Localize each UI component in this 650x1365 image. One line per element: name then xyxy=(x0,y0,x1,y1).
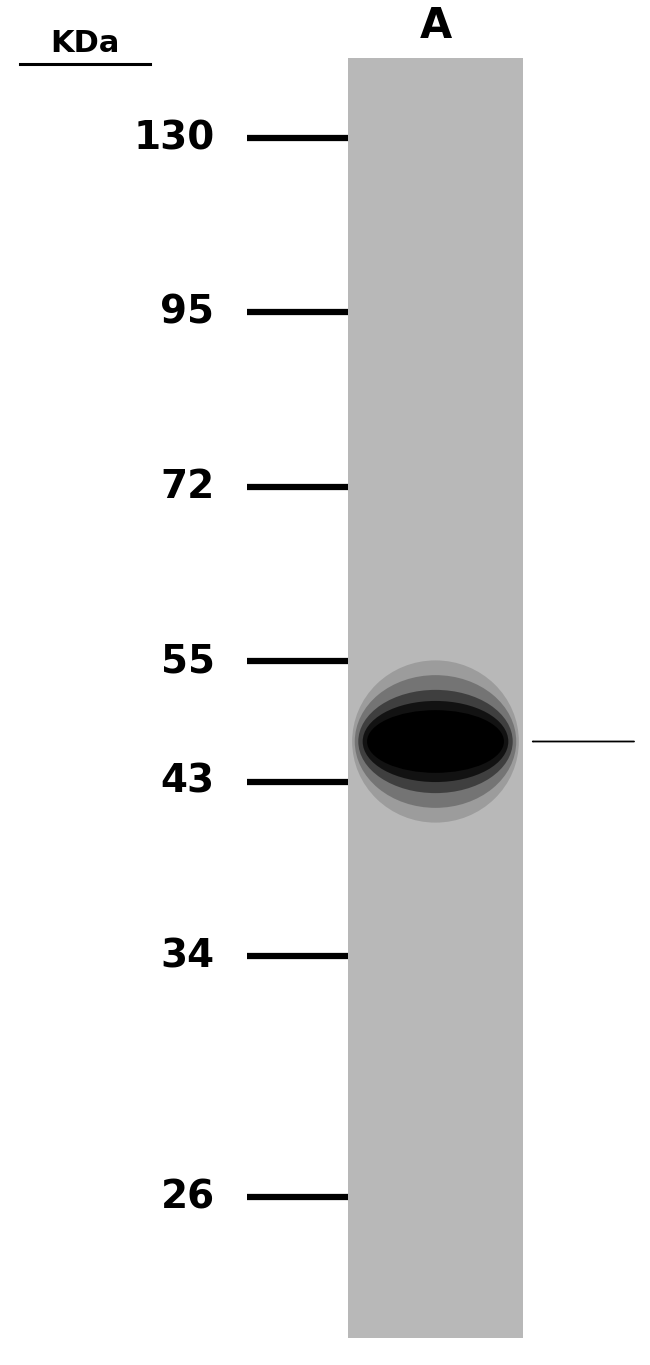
Ellipse shape xyxy=(355,676,516,808)
Text: 72: 72 xyxy=(161,468,215,505)
Text: 43: 43 xyxy=(161,763,215,801)
Text: 130: 130 xyxy=(133,119,214,157)
Text: 34: 34 xyxy=(161,936,215,975)
Text: A: A xyxy=(419,5,452,46)
Text: 95: 95 xyxy=(161,293,215,332)
Ellipse shape xyxy=(367,710,504,773)
Ellipse shape xyxy=(358,689,513,793)
Text: KDa: KDa xyxy=(50,29,119,57)
Text: 26: 26 xyxy=(161,1178,215,1216)
Ellipse shape xyxy=(363,702,508,782)
Bar xyxy=(348,57,523,1338)
Text: 55: 55 xyxy=(161,642,215,680)
Ellipse shape xyxy=(352,661,519,823)
